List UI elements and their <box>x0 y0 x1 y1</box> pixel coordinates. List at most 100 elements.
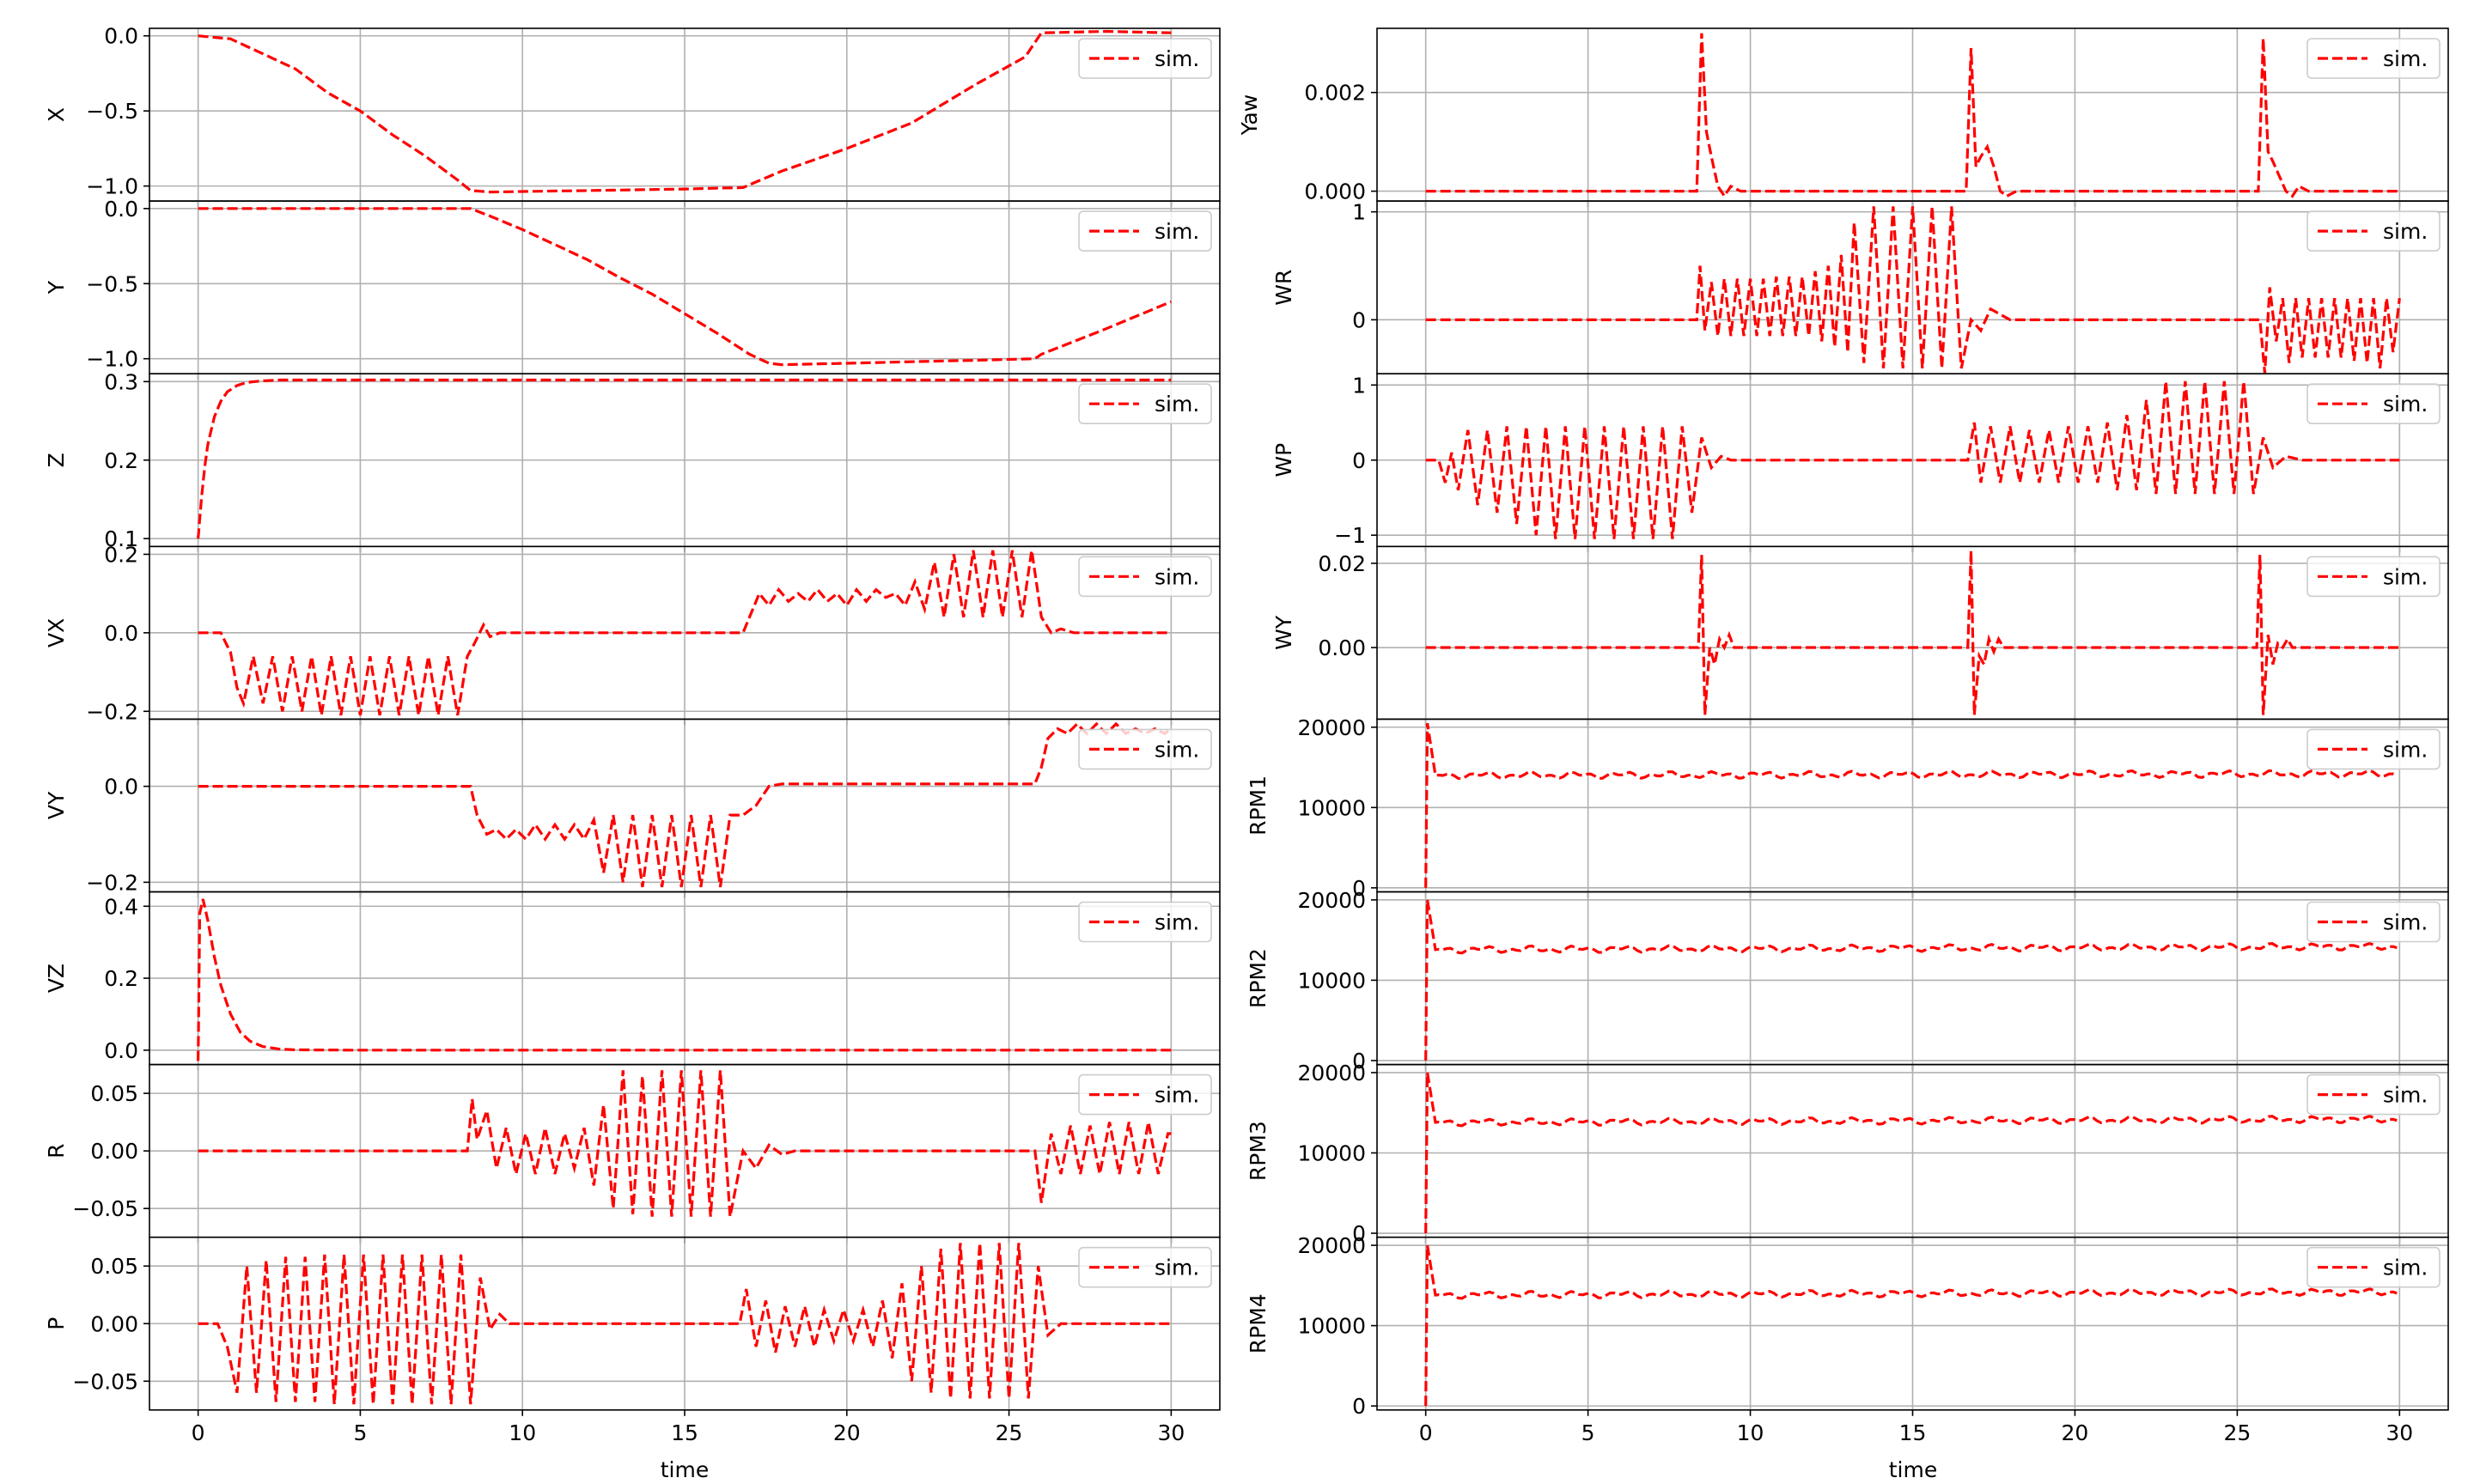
y-tick-label: −0.05 <box>72 1196 138 1221</box>
y-axis-label-y: Y <box>44 280 69 295</box>
x-tick-label: 15 <box>1899 1420 1927 1445</box>
x-tick-label: 10 <box>509 1420 536 1445</box>
legend-label: sim. <box>2383 910 2428 935</box>
subplot-grid: 0.0−0.5−1.0Xsim.0.0−0.5−1.0Ysim.0.10.20.… <box>44 24 2449 1445</box>
y-tick-label: −1.0 <box>86 174 138 199</box>
series-line-wp <box>1425 380 2400 539</box>
y-axis-label-vz: VZ <box>44 964 69 993</box>
series-line-z <box>197 378 1172 539</box>
y-tick-label: 0.05 <box>90 1254 138 1279</box>
y-tick-label: −0.5 <box>86 271 138 296</box>
y-tick-label: 0.2 <box>104 966 138 991</box>
legend-label: sim. <box>2383 219 2428 244</box>
legend-box <box>2306 210 2440 252</box>
legend-box <box>1078 383 1212 425</box>
legend: sim. <box>2306 383 2440 425</box>
subplot-rpm1: 0 10000 20000 RPM1 sim. <box>1246 715 2449 901</box>
series-line-p <box>198 1243 1172 1405</box>
y-tick-label: 0.0 <box>104 24 138 49</box>
y-tick-label: 1 <box>1352 200 1366 225</box>
legend-box <box>1078 1073 1212 1116</box>
subplot-rpm2: 0 10000 20000 RPM2 sim. <box>1246 888 2449 1073</box>
legend-box <box>2306 728 2440 770</box>
y-axis-label-vx: VX <box>44 618 69 648</box>
y-tick-label: −0.5 <box>86 99 138 124</box>
subplot-vx: −0.2 0.0 0.2 VX sim. <box>44 542 1221 726</box>
x-tick-label: 0 <box>192 1420 205 1445</box>
legend-box <box>2306 1073 2440 1116</box>
y-axis-label-p: P <box>44 1317 69 1330</box>
legend-box <box>1078 728 1212 770</box>
y-tick-label: −0.05 <box>72 1369 138 1394</box>
y-axis-label-wy: WY <box>1271 615 1296 650</box>
y-tick-label: 20000 <box>1297 1061 1366 1086</box>
legend: sim. <box>1078 901 1212 943</box>
series-line-wy <box>1425 550 2400 715</box>
y-tick-label: 0.00 <box>90 1139 138 1164</box>
x-tick-label: 0 <box>1419 1420 1433 1445</box>
legend: sim. <box>2306 728 2440 770</box>
y-tick-label: 0.4 <box>104 894 138 919</box>
y-tick-label: 20000 <box>1297 715 1366 740</box>
y-tick-label: 0.3 <box>104 369 138 394</box>
y-axis-label-wr: WR <box>1271 270 1296 306</box>
subplot-rpm3: 0 10000 20000 RPM3 sim. <box>1246 1061 2449 1246</box>
legend-label: sim. <box>1155 219 1199 244</box>
x-tick-label: 10 <box>1737 1420 1764 1445</box>
y-tick-label: 0.05 <box>90 1081 138 1106</box>
series-line-vy <box>198 721 1173 888</box>
series-line-rpm3 <box>1424 1072 2398 1234</box>
legend-box <box>2306 901 2440 943</box>
legend-box <box>1078 210 1212 252</box>
y-axis-label-rpm4: RPM4 <box>1246 1293 1271 1353</box>
legend-label: sim. <box>2383 737 2428 762</box>
y-tick-label: 0 <box>1352 876 1366 901</box>
legend: sim. <box>1078 383 1212 425</box>
legend: sim. <box>1078 1073 1212 1116</box>
y-tick-label: 0 <box>1352 1221 1366 1246</box>
x-axis-label-left: time <box>661 1457 709 1482</box>
legend-label: sim. <box>1155 1256 1199 1280</box>
series-line-rpm2 <box>1424 899 2398 1061</box>
y-axis-label-x: X <box>44 107 69 122</box>
legend-box <box>2306 38 2440 79</box>
y-tick-label: 0.1 <box>104 526 138 551</box>
legend-label: sim. <box>1155 392 1199 417</box>
legend-label: sim. <box>1155 910 1199 935</box>
y-axis-label-wp: WP <box>1271 443 1296 477</box>
legend: sim. <box>2306 38 2440 79</box>
y-axis-label-rpm2: RPM2 <box>1246 948 1271 1008</box>
axes-frame <box>1376 1236 2449 1411</box>
legend-label: sim. <box>2383 564 2428 589</box>
x-tick-label: 20 <box>2062 1420 2089 1445</box>
y-tick-label: 0 <box>1352 1394 1366 1419</box>
legend: sim. <box>2306 1073 2440 1116</box>
legend-box <box>1078 1246 1212 1288</box>
y-tick-label: 0.0 <box>104 1038 138 1063</box>
series-line-rpm1 <box>1424 722 2398 888</box>
legend-label: sim. <box>2383 1083 2428 1108</box>
legend: sim. <box>1078 1246 1212 1288</box>
legend-label: sim. <box>1155 737 1199 762</box>
subplot-wy: 0.00 0.02 WY sim. <box>1271 545 2449 726</box>
legend: sim. <box>1078 728 1212 770</box>
y-axis-label-r: R <box>44 1143 69 1158</box>
legend-label: sim. <box>2383 46 2428 71</box>
legend: sim. <box>2306 901 2440 943</box>
legend-label: sim. <box>2383 392 2428 417</box>
subplot-wp: 1 0 −1 WP sim. <box>1271 373 2449 553</box>
series-line-x <box>198 29 1172 194</box>
y-tick-label: 0 <box>1352 307 1366 332</box>
series-line-rpm4 <box>1424 1244 2398 1407</box>
legend-box <box>2306 556 2440 598</box>
subplot-wr: 0 1 WR sim. <box>1271 200 2449 380</box>
y-tick-label: 20000 <box>1297 888 1366 913</box>
y-tick-label: 0 <box>1352 1049 1366 1073</box>
legend-label: sim. <box>2383 1256 2428 1280</box>
legend-label: sim. <box>1155 1083 1199 1108</box>
y-tick-label: −1 <box>1334 523 1366 548</box>
